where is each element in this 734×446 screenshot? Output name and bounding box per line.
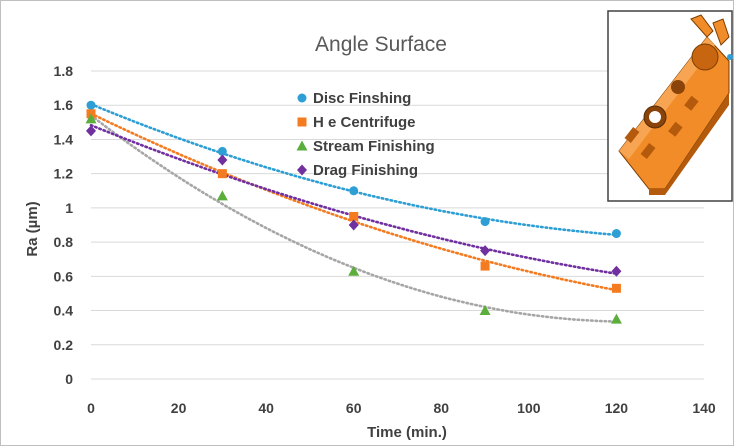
gridlines bbox=[91, 70, 704, 380]
y-tick-labels: 0 0.2 0.4 0.6 0.8 1 1.2 1.4 1.6 1.8 bbox=[54, 63, 74, 387]
legend: Disc Finshing H e Centrifuge Stream Finish… bbox=[296, 90, 435, 179]
data-point bbox=[216, 190, 228, 201]
data-point bbox=[217, 169, 227, 179]
x-tick-label: 40 bbox=[258, 400, 274, 416]
data-point bbox=[480, 245, 491, 257]
data-point bbox=[349, 211, 359, 221]
x-tick-label: 120 bbox=[605, 400, 629, 416]
y-tick-label: 1.6 bbox=[54, 97, 74, 113]
x-tick-label: 20 bbox=[171, 400, 187, 416]
y-tick-label: 1.2 bbox=[54, 166, 74, 182]
y-tick-label: 1 bbox=[65, 200, 73, 216]
data-point bbox=[480, 261, 490, 271]
data-points bbox=[85, 100, 622, 324]
x-tick-label: 0 bbox=[87, 400, 95, 416]
legend-label: Disc Finshing bbox=[313, 90, 411, 107]
x-tick-label: 80 bbox=[433, 400, 449, 416]
x-axis-title: Time (min.) bbox=[367, 424, 447, 441]
inset-image bbox=[607, 10, 733, 202]
legend-label: Drag Finishing bbox=[313, 162, 418, 179]
x-tick-label: 60 bbox=[346, 400, 362, 416]
data-point bbox=[611, 229, 621, 239]
orange-part-icon bbox=[618, 14, 733, 195]
chart-title: Angle Surface bbox=[315, 33, 447, 56]
data-point bbox=[349, 186, 359, 196]
legend-marker bbox=[297, 117, 307, 127]
y-tick-label: 1.4 bbox=[54, 131, 74, 147]
legend-marker bbox=[297, 164, 307, 176]
y-tick-label: 0.8 bbox=[54, 234, 74, 250]
y-tick-label: 1.8 bbox=[54, 63, 74, 79]
data-point bbox=[610, 313, 622, 324]
data-point bbox=[348, 265, 360, 276]
data-point bbox=[611, 283, 621, 293]
data-point bbox=[480, 217, 490, 227]
data-point bbox=[86, 100, 96, 110]
data-point bbox=[217, 154, 228, 166]
legend-marker bbox=[296, 140, 308, 151]
legend-label: Stream Finishing bbox=[313, 138, 435, 155]
data-point bbox=[479, 305, 491, 316]
x-tick-label: 140 bbox=[692, 400, 716, 416]
y-tick-label: 0.6 bbox=[54, 268, 74, 284]
data-point bbox=[217, 146, 227, 156]
data-point bbox=[86, 125, 96, 137]
x-tick-labels: 0 20 40 60 80 100 120 140 bbox=[87, 400, 716, 416]
legend-label: H e Centrifuge bbox=[313, 114, 416, 131]
x-tick-label: 100 bbox=[517, 400, 541, 416]
data-point bbox=[611, 265, 622, 277]
y-tick-label: 0 bbox=[65, 371, 73, 387]
y-axis-title: Ra (µm) bbox=[24, 201, 41, 256]
data-point bbox=[85, 113, 97, 124]
y-tick-label: 0.4 bbox=[54, 303, 74, 319]
legend-marker bbox=[297, 93, 307, 103]
data-point bbox=[348, 219, 359, 231]
y-tick-label: 0.2 bbox=[54, 337, 74, 353]
